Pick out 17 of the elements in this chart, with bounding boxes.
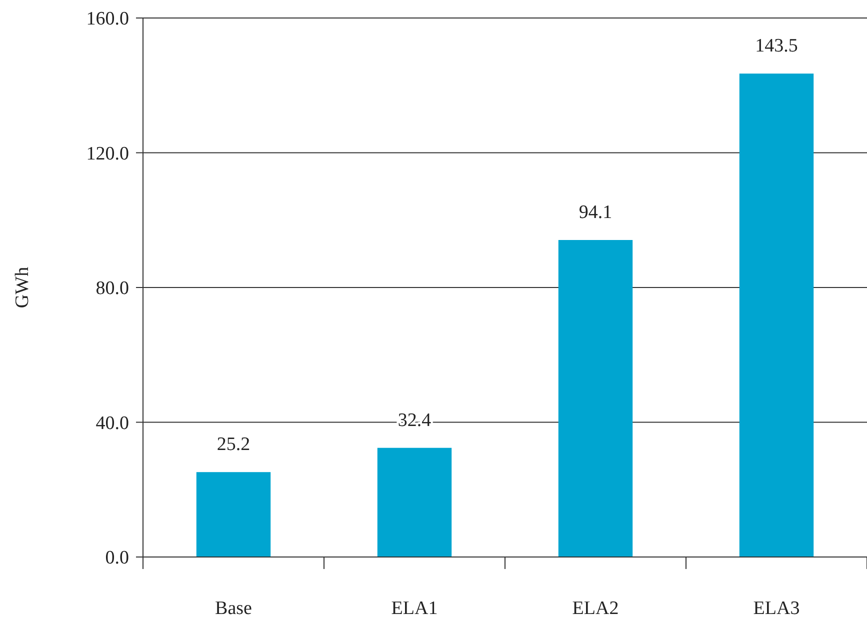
y-tick-label: 0.0 [105, 548, 129, 569]
bar [739, 74, 814, 557]
data-label: 94.1 [578, 202, 612, 223]
y-tick-label: 40.0 [96, 412, 129, 434]
x-tick-label: ELA2 [572, 598, 619, 619]
bar [196, 472, 271, 557]
data-label: 25.2 [216, 434, 250, 456]
y-tick-label: 120.0 [86, 143, 129, 164]
x-tick-label: ELA1 [391, 598, 438, 619]
bar [558, 240, 633, 557]
bar [377, 448, 452, 557]
y-axis-title: GWh [12, 266, 33, 308]
y-tick-label: 160.0 [86, 8, 129, 30]
data-label: 143.5 [755, 36, 798, 57]
x-tick-label: Base [215, 598, 252, 619]
x-tick-label: ELA3 [753, 598, 800, 619]
y-tick-label: 80.0 [96, 278, 129, 300]
